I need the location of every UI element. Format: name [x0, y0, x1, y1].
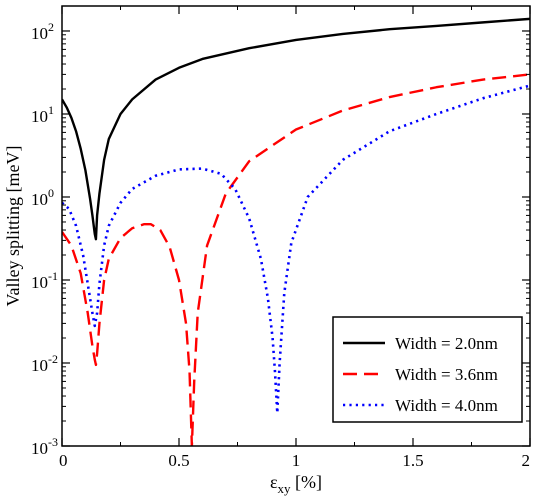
y-tick-label: 10-3	[31, 435, 58, 458]
x-tick-label: 1.5	[402, 451, 423, 470]
y-tick-label: 102	[31, 20, 54, 43]
legend-label-3: Width = 4.0nm	[395, 396, 498, 415]
y-tick-label: 10-2	[31, 352, 58, 375]
x-tick-label: 2	[522, 451, 531, 470]
ticks-layer: 0 0.5 1 1.5 2 10-3 10-2 10-1 100 101 102	[31, 5, 531, 470]
x-tick-label: 0	[59, 451, 68, 470]
x-axis-label-subscript: xy	[278, 481, 292, 496]
series-line-2	[62, 73, 530, 446]
x-tick-label: 1	[292, 451, 301, 470]
labels-layer: εxy [%] Valley splitting [meV]	[3, 146, 322, 496]
legend-box	[332, 316, 523, 423]
x-axis-label-unit: [%]	[291, 472, 322, 492]
y-tick-label: 101	[31, 103, 54, 126]
series-line-1	[62, 17, 530, 241]
y-tick-label: 100	[31, 186, 54, 209]
legend-label-2: Width = 3.6nm	[395, 365, 498, 384]
y-tick-label: 10-1	[31, 269, 58, 292]
legend: Width = 2.0nm Width = 3.6nm Width = 4.0nm	[332, 316, 523, 423]
legend-label-1: Width = 2.0nm	[395, 334, 498, 353]
x-tick-label: 0.5	[168, 451, 189, 470]
x-axis-label: εxy [%]	[270, 472, 322, 496]
series-layer	[62, 17, 530, 446]
x-axis-label-symbol: ε	[270, 472, 278, 492]
y-axis-label: Valley splitting [meV]	[3, 146, 23, 307]
